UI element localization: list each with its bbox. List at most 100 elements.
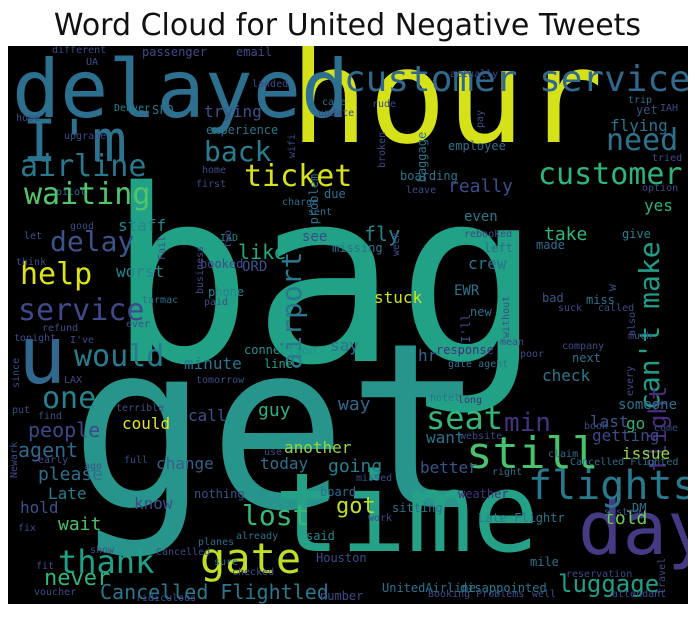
cloud-word: show [90,545,115,556]
cloud-word: Denver [114,103,151,114]
cloud-word: claim [548,449,579,460]
cloud-word: Fail [157,235,168,260]
cloud-word: SFO [152,103,174,117]
cloud-word: tonight [14,333,57,344]
cloud-word: suck [558,303,583,314]
cloud-word: well [532,589,557,600]
cloud-word: still [466,428,599,479]
cloud-word: flying [610,116,668,135]
cloud-word: got [336,494,376,519]
cloud-word: back [204,135,272,168]
cloud-word: getting [592,426,660,445]
cloud-word: made [536,238,565,252]
cloud-word: hope [16,113,41,124]
cloud-word: wifi [287,133,298,158]
cloud-word: could [122,414,171,433]
cloud-word: said [306,529,335,543]
cloud-word: even [464,209,498,225]
cloud-word: today [260,454,309,473]
cloud-word: full [124,455,149,466]
figure-title: Word Cloud for United Negative Tweets [53,8,642,43]
cloud-word: fix [18,523,37,534]
cloud-word: bad [542,291,564,305]
cloud-word: mile [530,555,559,569]
cloud-word: UnitedAirline [382,581,476,595]
cloud-word: I'm [22,107,127,175]
cloud-word: ORD [242,259,268,275]
cloud-word: give [622,227,651,241]
cloud-word: weather [458,487,509,501]
cloud-word: sent [308,207,333,218]
cloud-word: missing [332,241,383,255]
cloud-word: landed [252,79,289,90]
cloud-word: sitting [392,501,443,515]
cloud-word: staff [118,216,167,235]
cloud-word: different [52,46,107,56]
cloud-word: board [320,485,357,499]
cloud-word: check [542,366,591,385]
cloud-word: company [562,341,605,352]
cloud-word: yet [636,103,658,117]
cloud-word: pilot [56,187,87,198]
cloud-word: call [188,406,227,425]
cloud-word: trying [204,102,262,121]
cloud-word: want [426,428,465,447]
cloud-word: told [604,508,648,529]
cloud-word: rebooked [464,229,513,240]
cloud-word: refund [42,323,79,334]
cloud-word: terrible [116,403,165,414]
cloud-word: Late [48,484,87,503]
cloud-word: home [202,165,227,176]
cloud-word: seat [426,399,504,437]
cloud-word: business [195,245,206,294]
cloud-word: right [492,467,523,478]
cloud-word: care [322,97,347,108]
cloud-word: EWR [454,283,480,299]
cloud-word: delayed [12,46,350,136]
cloud-word: find [38,411,63,422]
cloud-word: tarmac [142,295,179,306]
cloud-word: yes [644,196,673,215]
cloud-word: go [626,414,646,433]
cloud-word: Booking Problems [428,589,525,600]
cloud-word: two [223,229,234,248]
cloud-word: get [70,295,486,562]
cloud-word: system [604,507,641,518]
cloud-word: time [274,449,539,577]
cloud-word: say [330,336,359,355]
cloud-word: leave [406,185,437,196]
cloud-word: email [236,46,273,59]
cloud-word: better [420,458,478,477]
cloud-word: miss [586,293,615,307]
cloud-word: book [584,421,609,432]
cloud-word: Cancelled [156,547,211,558]
cloud-word: next [572,351,601,365]
cloud-word: already [236,531,279,542]
cloud-word: tried [652,153,683,164]
cloud-word: come [654,423,679,434]
cloud-word: never [44,566,111,591]
cloud-word: service [18,293,145,328]
cloud-word: thank [58,543,155,581]
cloud-word: planes [198,537,235,548]
cloud-word: w [605,283,619,292]
cloud-word: hr [418,346,438,365]
cloud-word: delay [50,225,135,258]
cloud-word: luggage [558,570,660,598]
cloud-word: booked [200,257,244,271]
cloud-word: work [368,513,393,524]
cloud-word: rude [372,99,397,110]
cloud-word: much [628,331,653,342]
cloud-word: nothing [194,487,245,501]
cloud-word: website [460,431,503,442]
cloud-word: early [38,455,69,466]
cloud-word: see [302,229,328,245]
cloud-word: called [598,303,635,314]
cloud-word: fly [364,222,401,246]
cloud-word: last [590,412,629,431]
cloud-word: gate agent [448,359,509,370]
cloud-word: wait [58,514,102,535]
cloud-word: issue [622,444,671,463]
cloud-word: Houston [316,551,367,565]
cloud-word: response [436,343,494,357]
